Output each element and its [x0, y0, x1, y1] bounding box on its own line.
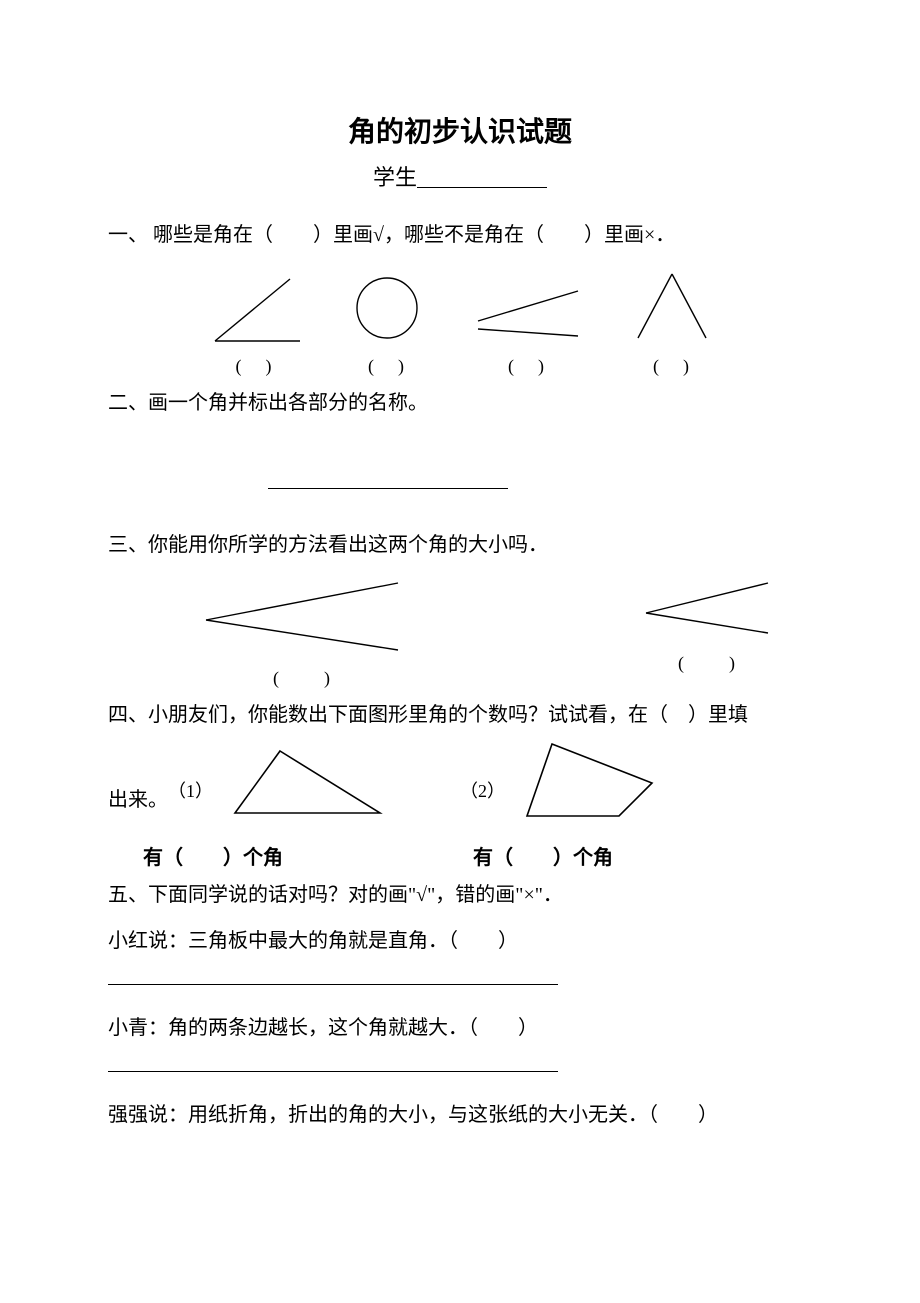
worksheet-title: 角的初步认识试题	[108, 110, 812, 150]
q5-sep-2	[108, 1071, 558, 1072]
q1-shapes-row: ( ) ( ) ( ) ( )	[108, 266, 812, 378]
circle-shape-icon	[350, 271, 425, 346]
q1-blank-2[interactable]: ( )	[368, 352, 407, 378]
open-lines-icon	[470, 281, 585, 346]
caret-shape-icon	[630, 266, 715, 346]
q1-blank-4[interactable]: ( )	[653, 352, 692, 378]
student-label: 学生	[373, 165, 417, 190]
q4-label-1[interactable]: 有（ ）个角	[143, 841, 283, 870]
q4-num-1: （1）	[168, 777, 213, 803]
q4-labels-row: 有（ ）个角 有（ ）个角	[143, 841, 812, 870]
q4-text-a: 四、小朋友们，你能数出下面图形里角的个数吗？试试看，在（ ）里填	[108, 692, 812, 738]
q1-shape-3: ( )	[470, 281, 585, 378]
q1-shape-2: ( )	[350, 271, 425, 378]
q1-blank-1[interactable]: ( )	[236, 352, 275, 378]
q3-blank-2[interactable]: ( )	[678, 649, 738, 675]
q1-shape-1: ( )	[205, 271, 305, 378]
student-name-blank[interactable]	[417, 185, 547, 188]
q4-text-b: 出来。	[108, 777, 168, 823]
small-angle-icon	[638, 578, 778, 643]
q5-s3[interactable]: 强强说：用纸折角，折出的角的大小，与这张纸的大小无关．（ ）	[108, 1092, 812, 1138]
q5-text: 五、下面同学说的话对吗？对的画"√"，错的画"×"．	[108, 872, 812, 918]
q5-sep-1	[108, 984, 558, 985]
student-line: 学生	[108, 160, 812, 192]
q3-shape-2: ( )	[638, 578, 778, 690]
q3-shapes-row: ( ) ( )	[198, 578, 812, 690]
q1-shape-4: ( )	[630, 266, 715, 378]
q5-s2[interactable]: 小青：角的两条边越长，这个角就越大．（ ）	[108, 1005, 812, 1051]
angle-shape-icon	[205, 271, 305, 346]
q3-text: 三、你能用你所学的方法看出这两个角的大小吗．	[108, 522, 812, 568]
q5-s1[interactable]: 小红说：三角板中最大的角就是直角．（ ）	[108, 918, 812, 964]
q3-blank-1[interactable]: ( )	[273, 664, 333, 690]
q3-shape-1: ( )	[198, 578, 408, 690]
triangle-shape-icon	[225, 743, 390, 823]
large-angle-icon	[198, 578, 408, 658]
q4-label-2[interactable]: 有（ ）个角	[473, 841, 613, 870]
q1-text: 一、 哪些是角在（ ）里画√，哪些不是角在（ ）里画×．	[108, 212, 812, 258]
q4-item-1: （1）	[168, 743, 390, 823]
q4-num-2: （2）	[460, 777, 505, 803]
q2-text: 二、画一个角并标出各部分的名称。	[108, 380, 812, 426]
q1-blank-3[interactable]: ( )	[508, 352, 547, 378]
quadrilateral-shape-icon	[517, 738, 662, 823]
q2-drawing-area[interactable]	[268, 476, 812, 494]
q4-row: 出来。 （1） （2）	[108, 738, 812, 823]
q4-item-2: （2）	[460, 738, 662, 823]
